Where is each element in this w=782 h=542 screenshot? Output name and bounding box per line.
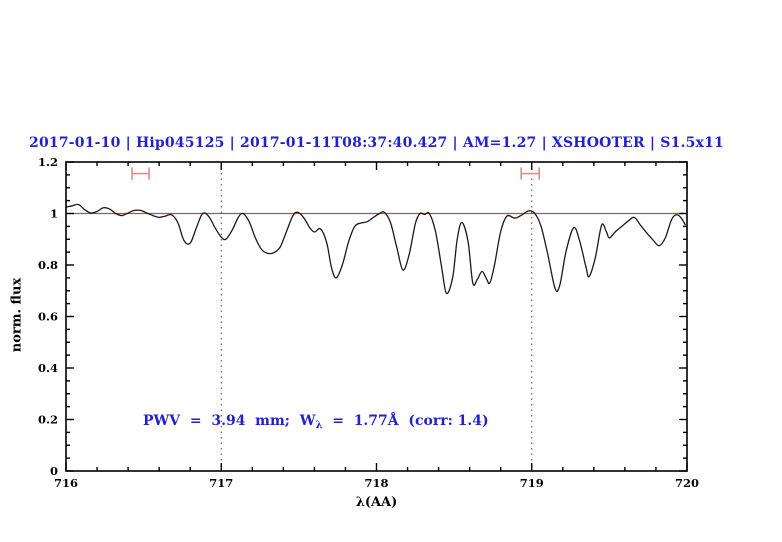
x-tick-label: 720: [675, 476, 699, 490]
x-tick-label: 718: [364, 476, 388, 490]
y-tick-label: 1: [50, 207, 58, 221]
y-tick-label: 0.4: [38, 361, 58, 375]
y-axis-title: norm. flux: [9, 277, 25, 353]
pwv-text-rest: = 1.77Å (corr: 1.4): [322, 413, 489, 429]
lambda-subscript: λ: [315, 420, 323, 431]
pwv-text-main: PWV = 3.94 mm; W: [143, 413, 316, 429]
telluric-spectrum-line: [65, 203, 686, 295]
y-tick-label: 1.2: [38, 155, 58, 169]
x-tick-label: 716: [54, 476, 78, 490]
y-tick-label: 0.2: [38, 413, 58, 427]
y-tick-label: 0: [50, 464, 58, 478]
x-tick-label: 719: [520, 476, 544, 490]
plot-title: 2017-01-10 | Hip045125 | 2017-01-11T08:3…: [29, 135, 724, 151]
y-tick-label: 0.6: [38, 310, 58, 324]
y-tick-label: 0.8: [38, 258, 58, 272]
x-tick-label: 717: [209, 476, 233, 490]
x-axis-title: λ(AA): [355, 495, 398, 510]
pwv-annotation: PWV = 3.94 mm; Wλ = 1.77Å (corr: 1.4): [143, 413, 489, 431]
